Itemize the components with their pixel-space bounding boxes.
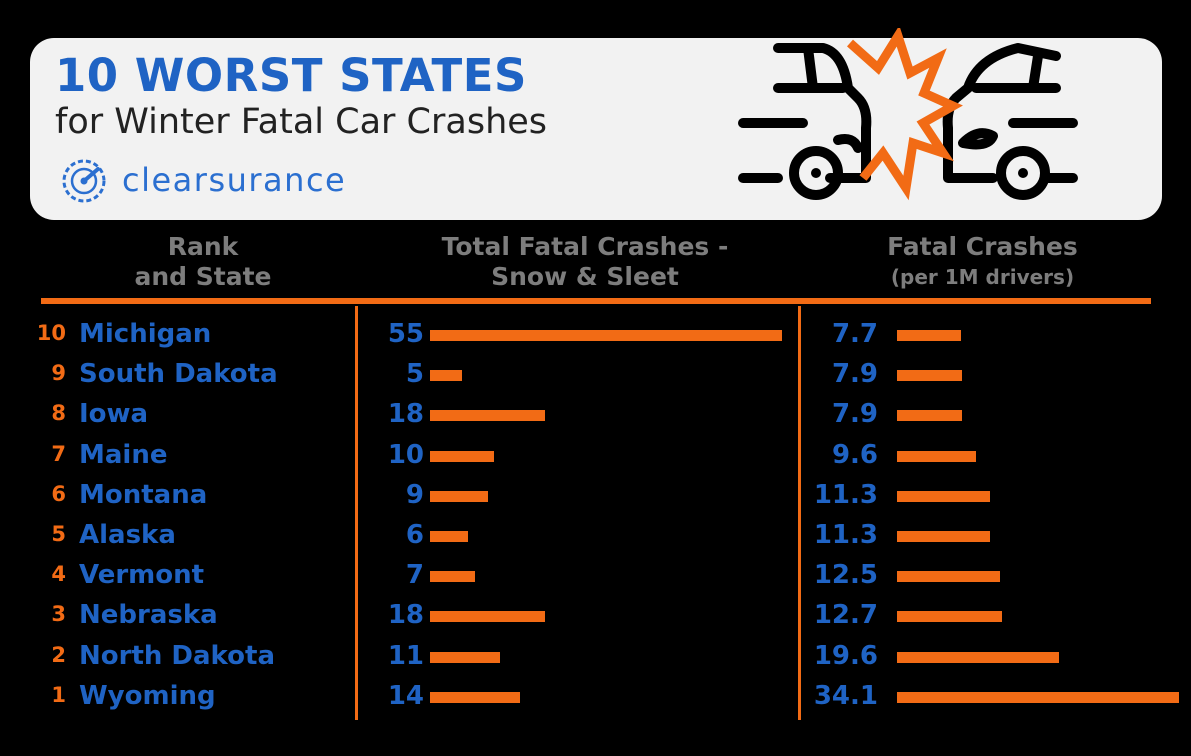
car-crash-icon xyxy=(738,28,1078,201)
total-bar xyxy=(430,450,494,462)
total-value-label: 11 xyxy=(387,640,424,671)
chart-subtitle: for Winter Fatal Car Crashes xyxy=(55,102,548,142)
total-bar xyxy=(430,691,520,703)
speedometer-logo-icon xyxy=(62,159,106,203)
rank-label: 4 xyxy=(51,562,66,587)
total-value-label: 5 xyxy=(405,359,424,390)
table-row: 10 Michigan 55 7.7 xyxy=(0,318,1191,358)
column-header-line: Total Fatal Crashes - xyxy=(441,232,729,261)
per-million-bar xyxy=(897,410,963,422)
total-bar xyxy=(430,370,462,382)
table-row: 7 Maine 10 9.6 xyxy=(0,439,1191,479)
crash-spark-icon xyxy=(847,28,963,201)
per-million-bar xyxy=(897,691,1179,703)
total-bar xyxy=(430,410,546,422)
per-million-value-label: 19.6 xyxy=(813,640,878,671)
column-header-total: Total Fatal Crashes - Snow & Sleet xyxy=(405,232,765,292)
state-label: Maine xyxy=(79,439,168,470)
per-million-bar xyxy=(897,450,977,462)
per-million-value-label: 7.9 xyxy=(831,359,878,390)
table-row: 9 South Dakota 5 7.9 xyxy=(0,358,1191,398)
column-header-line: Snow & Sleet xyxy=(491,262,679,291)
state-label: Alaska xyxy=(79,520,176,550)
state-label: Iowa xyxy=(79,399,149,430)
rank-label: 5 xyxy=(51,522,66,546)
rank-label: 7 xyxy=(51,441,66,466)
table-row: 3 Nebraska 18 12.7 xyxy=(0,599,1191,639)
rank-label: 3 xyxy=(51,602,66,627)
table-row: 1 Wyoming 14 34.1 xyxy=(0,680,1191,720)
per-million-bar xyxy=(897,330,961,341)
total-value-label: 10 xyxy=(387,439,424,470)
state-label: Michigan xyxy=(79,319,212,349)
per-million-value-label: 12.5 xyxy=(813,560,878,591)
total-value-label: 18 xyxy=(387,399,424,430)
per-million-value-label: 12.7 xyxy=(813,600,878,631)
total-value-label: 14 xyxy=(387,680,424,711)
state-label: Nebraska xyxy=(79,600,218,631)
total-value-label: 18 xyxy=(387,600,424,631)
table-row: 4 Vermont 7 12.5 xyxy=(0,559,1191,599)
total-bar xyxy=(430,490,488,502)
per-million-bar xyxy=(897,611,1003,623)
state-label: North Dakota xyxy=(79,640,275,671)
per-million-value-label: 11.3 xyxy=(813,520,878,550)
rank-label: 10 xyxy=(36,321,66,345)
rank-label: 6 xyxy=(51,481,66,506)
total-value-label: 55 xyxy=(387,319,424,349)
per-million-value-label: 7.9 xyxy=(831,399,878,430)
total-bar xyxy=(430,651,501,663)
rank-label: 2 xyxy=(51,642,66,667)
per-million-value-label: 34.1 xyxy=(813,680,878,711)
total-bar xyxy=(430,571,475,583)
per-million-value-label: 11.3 xyxy=(813,479,878,510)
total-value-label: 7 xyxy=(405,560,424,591)
table-row: 5 Alaska 6 11.3 xyxy=(0,519,1191,559)
per-million-bar xyxy=(897,531,991,542)
chart-title: 10 WORST STATES xyxy=(55,49,527,102)
column-header-line: (per 1M drivers) xyxy=(890,265,1075,289)
column-divider xyxy=(798,306,801,720)
brand-logo-text: clearsurance xyxy=(122,161,347,199)
per-million-bar xyxy=(897,370,963,382)
header-divider xyxy=(41,298,1151,304)
column-header-line: Rank xyxy=(167,232,239,261)
rank-label: 8 xyxy=(51,401,66,426)
total-value-label: 6 xyxy=(405,520,424,550)
total-bar xyxy=(430,611,546,623)
per-million-value-label: 9.6 xyxy=(831,439,878,470)
table-row: 8 Iowa 18 7.9 xyxy=(0,398,1191,438)
per-million-bar xyxy=(897,571,1001,583)
per-million-bar xyxy=(897,651,1060,663)
table-row: 2 North Dakota 11 19.6 xyxy=(0,640,1191,680)
state-label: Vermont xyxy=(79,560,205,591)
column-header-rank-state: Rank and State xyxy=(98,232,308,292)
column-header-line: Fatal Crashes xyxy=(887,232,1078,261)
column-header-line: and State xyxy=(134,262,272,291)
state-label: South Dakota xyxy=(79,359,278,390)
total-value-label: 9 xyxy=(405,479,424,510)
table-row: 6 Montana 9 11.3 xyxy=(0,479,1191,519)
state-label: Montana xyxy=(79,479,208,510)
rank-label: 9 xyxy=(51,361,66,386)
column-divider xyxy=(355,306,358,720)
state-label: Wyoming xyxy=(79,680,216,711)
per-million-bar xyxy=(897,490,991,502)
per-million-value-label: 7.7 xyxy=(831,319,878,349)
rank-label: 1 xyxy=(51,682,66,707)
total-bar xyxy=(430,531,469,542)
total-bar xyxy=(430,330,782,341)
column-header-per-million: Fatal Crashes (per 1M drivers) xyxy=(860,232,1105,292)
